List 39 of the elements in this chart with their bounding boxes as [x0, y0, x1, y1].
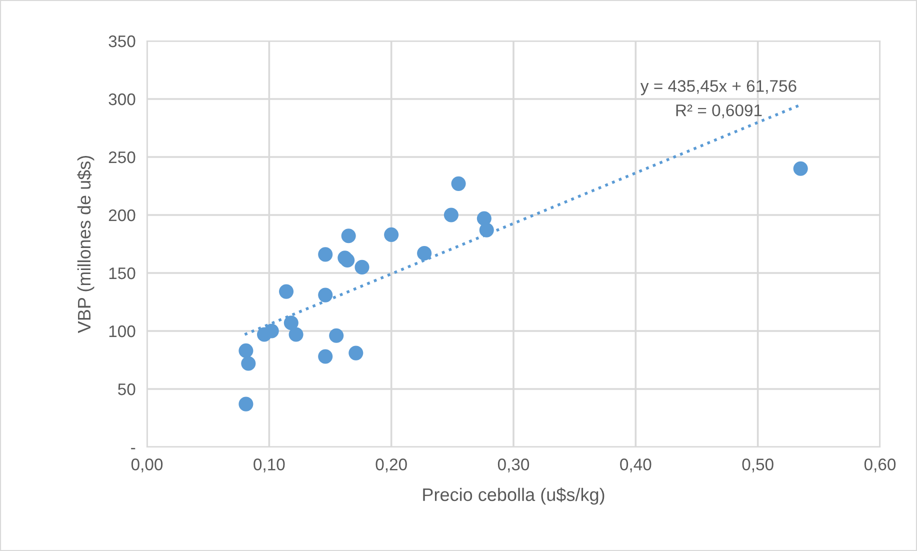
point [329, 328, 344, 343]
x-tick-label: 0,10 [254, 458, 285, 472]
point [348, 346, 364, 360]
point [451, 176, 466, 191]
y-tick-label: 100 [109, 325, 136, 338]
point [384, 227, 399, 242]
y-tick-label: 250 [108, 151, 136, 164]
point [417, 246, 432, 261]
x-tick-label: 0,40 [620, 458, 652, 472]
annotation: R² = 0,6091 [676, 104, 762, 118]
point [318, 288, 333, 302]
point [444, 208, 458, 222]
point [288, 327, 304, 342]
point [479, 222, 494, 238]
x-tick-label: 0,60 [864, 458, 896, 472]
point [241, 356, 256, 371]
point [284, 316, 298, 330]
point [264, 324, 279, 338]
point [341, 228, 356, 244]
x-tick-label: 0,00 [131, 458, 163, 472]
x-tick-label: 0,30 [498, 458, 530, 472]
y-tick-label: 300 [108, 93, 136, 106]
point [278, 284, 294, 299]
point [793, 161, 808, 176]
x-tick-label: 0,20 [376, 458, 407, 472]
y-tick-label: 350 [108, 35, 136, 48]
y-tick-label: 150 [109, 267, 136, 280]
point [238, 343, 254, 358]
y-tick-label: 200 [108, 209, 136, 222]
y-axis-title: VBP (millones de u$s) [77, 156, 94, 334]
point [318, 247, 333, 262]
y-tick-label: - [131, 448, 136, 450]
y-tick-label: 50 [118, 383, 136, 396]
point [354, 260, 370, 274]
point [238, 396, 254, 412]
point [318, 349, 333, 364]
annotation: y = 435,45x + 61,756 [640, 80, 796, 96]
x-tick-label: 0,50 [742, 458, 774, 472]
x-axis-title: Precio cebolla (u$s/kg) [423, 488, 604, 505]
